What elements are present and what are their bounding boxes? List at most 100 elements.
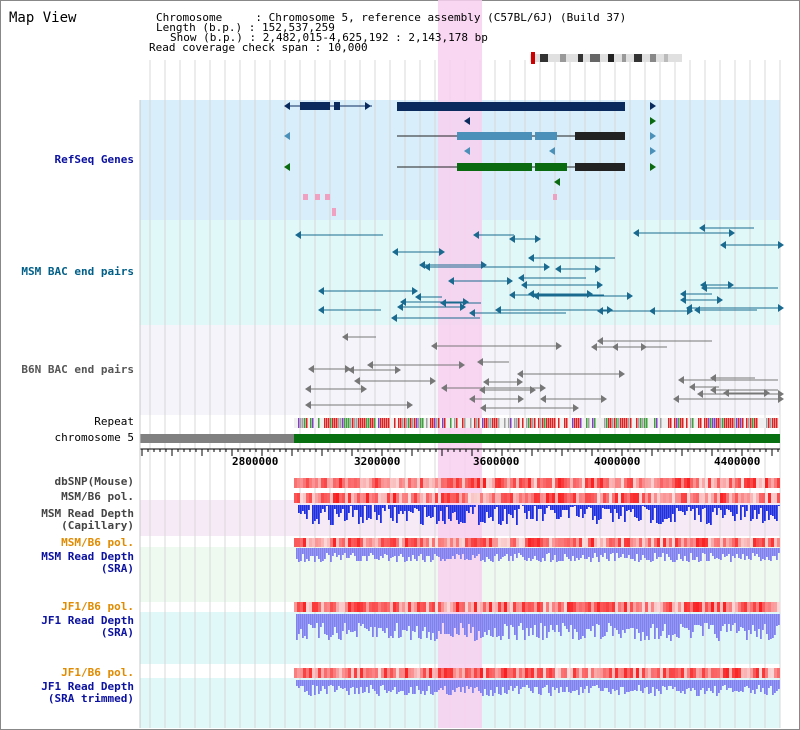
jf1-b6-pol-heat [654,602,657,612]
msm-capillary-depth [458,505,460,524]
jf1-sra-depth [454,614,456,628]
track-label-msm-b6-pol-1[interactable]: MSM/B6 pol. [61,490,134,503]
msm-b6-pol-heat [642,493,645,503]
msm-capillary-depth [660,505,662,524]
repeat-element [302,418,304,428]
dbsnp-density [471,478,474,488]
jf1-trimmed-depth [438,680,440,690]
msm-capillary-depth [390,505,392,518]
msm-sra-depth [522,548,524,557]
jf1-trimmed-depth [626,680,628,692]
jf1-trimmed-depth [372,680,374,689]
msm-sra-depth [590,548,592,562]
track-label-refseq[interactable]: RefSeq Genes [54,153,134,166]
track-label-jf1-b6-pol-1[interactable]: JF1/B6 pol. [61,600,134,613]
jf1-b6-pol-heat [588,602,591,612]
jf1-sra-depth [656,614,658,628]
gene-arrow [650,132,656,140]
dbsnp-density [516,478,519,488]
track-label-chromosome[interactable]: chromosome 5 [54,431,134,444]
jf1-sra-depth [348,614,350,630]
jf1-b6-pol-heat [657,602,660,612]
msm-b6-pol-heat [660,493,663,503]
axis-tick-label: 3200000 [354,455,401,468]
dbsnp-density [648,478,651,488]
msm-capillary-depth [474,505,476,507]
track-label-b6n-bac[interactable]: B6N BAC end pairs [21,363,134,376]
msm-b6-pol-heat [552,493,555,503]
msm-sra-depth [426,548,428,556]
track-label-dbsnp[interactable]: dbSNP(Mouse) [54,475,134,488]
msm-bac-pair-end [509,235,515,243]
msm-capillary-depth [380,505,382,523]
repeat-element [324,418,326,428]
msm-b6-pol-heat-2 [474,538,477,547]
repeat-element [416,418,418,428]
track-label-jf1-depth-trimmed[interactable]: JF1 Read Depth (SRA trimmed) [41,681,134,705]
jf1-trimmed-depth [506,680,508,694]
jf1-trimmed-depth [648,680,650,694]
jf1-trimmed-depth [654,680,656,696]
track-label-msm-bac[interactable]: MSM BAC end pairs [21,265,134,278]
msm-capillary-depth [312,505,314,524]
msm-b6-pol-heat [429,493,432,503]
msm-b6-pol-heat-2 [597,538,600,547]
jf1-b6-pol-heat-2 [774,668,777,678]
jf1-trimmed-depth [624,680,626,694]
jf1-trimmed-depth [460,680,462,692]
msm-capillary-depth [716,505,718,515]
dbsnp-density [669,478,672,488]
gene-arrow [650,147,656,155]
repeat-element [516,418,518,428]
track-label-jf1-b6-pol-2[interactable]: JF1/B6 pol. [61,666,134,679]
repeat-element [338,418,340,428]
jf1-trimmed-depth [556,680,558,688]
jf1-trimmed-depth [616,680,618,690]
jf1-trimmed-depth [602,680,604,691]
repeat-element [362,418,364,428]
repeat-element [450,418,452,428]
msm-capillary-depth [550,505,552,510]
msm-b6-pol-heat-2 [723,538,726,547]
track-label-repeat[interactable]: Repeat [94,415,134,428]
jf1-depth-trim-line2: (SRA trimmed) [47,692,134,705]
msm-capillary-depth [618,505,620,519]
jf1-b6-pol-heat [387,602,390,612]
track-label-msm-depth-capillary[interactable]: MSM Read Depth (Capillary) [41,508,134,532]
msm-sra-depth [478,548,480,554]
jf1-trimmed-depth [504,680,506,693]
jf1-trimmed-depth [760,680,762,692]
msm-capillary-depth [484,505,486,523]
jf1-trimmed-depth [610,680,612,694]
msm-sra-depth [476,548,478,556]
repeat-element [346,418,348,428]
msm-bac-pair-end [595,265,601,273]
msm-sra-depth [722,548,724,554]
msm-sra-depth [442,548,444,559]
track-label-msm-depth-sra[interactable]: MSM Read Depth (SRA) [41,551,134,575]
msm-capillary-depth [328,505,330,520]
jf1-trimmed-depth [516,680,518,686]
jf1-trimmed-depth [716,680,718,696]
dbsnp-density [504,478,507,488]
jf1-trimmed-depth [414,680,416,694]
jf1-sra-depth [558,614,560,632]
jf1-b6-pol-heat-2 [387,668,390,678]
jf1-sra-depth [296,614,298,640]
msm-b6-pol-heat [777,493,780,503]
track-label-jf1-depth-sra[interactable]: JF1 Read Depth (SRA) [41,615,134,639]
jf1-b6-pol-heat-2 [492,668,495,678]
dbsnp-density [684,478,687,488]
msm-sra-depth [624,548,626,558]
jf1-b6-pol-heat [621,602,624,612]
msm-sra-depth [720,548,722,560]
msm-b6-pol-heat-2 [645,538,648,547]
repeat-element [412,418,414,428]
msm-capillary-depth [508,505,510,514]
jf1-b6-pol-heat-2 [297,668,300,678]
msm-sra-depth [346,548,348,558]
jf1-sra-depth [402,614,404,630]
track-label-msm-b6-pol-2[interactable]: MSM/B6 pol. [61,536,134,549]
jf1-b6-pol-heat [351,602,354,612]
